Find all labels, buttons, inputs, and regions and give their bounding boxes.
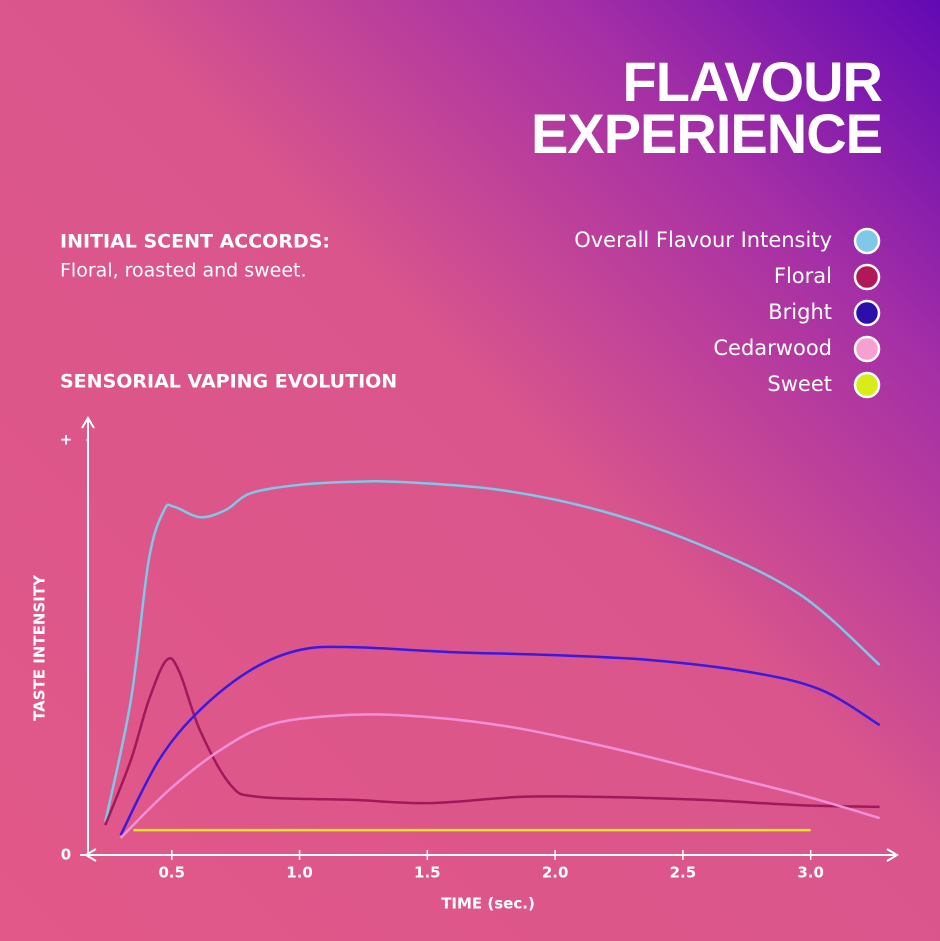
title-line: FLAVOUR bbox=[623, 50, 883, 113]
series-line bbox=[119, 713, 881, 839]
plot: 0.5 1.0 1.5 2.0 2.5 3.0 0 + bbox=[60, 431, 881, 882]
legend-label: Cedarwood bbox=[713, 336, 832, 360]
x-tick-label: 2.5 bbox=[670, 864, 697, 882]
series-line bbox=[119, 645, 881, 836]
legend: Overall Flavour Intensity Floral Bright Ced… bbox=[574, 227, 881, 399]
legend-label: Bright bbox=[768, 300, 832, 324]
x-tick-label: 1.5 bbox=[414, 864, 441, 882]
x-tick-label: 0.5 bbox=[158, 864, 185, 882]
legend-swatch bbox=[853, 371, 881, 399]
legend-label: Floral bbox=[774, 264, 832, 288]
x-axis-label: TIME (sec.) bbox=[441, 895, 535, 913]
legend-swatch bbox=[853, 299, 881, 327]
series-line bbox=[104, 656, 880, 826]
x-tick-label: 1.0 bbox=[286, 864, 313, 882]
x-tick-label: 2.0 bbox=[542, 864, 569, 882]
legend-swatch bbox=[853, 335, 881, 363]
legend-label: Sweet bbox=[767, 372, 832, 396]
series-line bbox=[104, 479, 881, 823]
title-line: EXPERIENCE bbox=[531, 102, 882, 165]
intro-text: Floral, roasted and sweet. bbox=[60, 260, 307, 282]
legend-swatch bbox=[853, 263, 881, 291]
subtitle: SENSORIAL VAPING EVOLUTION bbox=[60, 371, 397, 393]
legend-swatch bbox=[853, 227, 881, 255]
intro-heading: INITIAL SCENT ACCORDS: bbox=[60, 231, 330, 253]
y-tick-label: 0 bbox=[61, 846, 71, 864]
y-axis-label: TASTE INTENSITY bbox=[31, 574, 49, 721]
axes bbox=[80, 416, 899, 862]
y-tick-label: + bbox=[60, 431, 73, 449]
legend-label: Overall Flavour Intensity bbox=[574, 228, 832, 252]
x-tick-label: 3.0 bbox=[797, 864, 824, 882]
